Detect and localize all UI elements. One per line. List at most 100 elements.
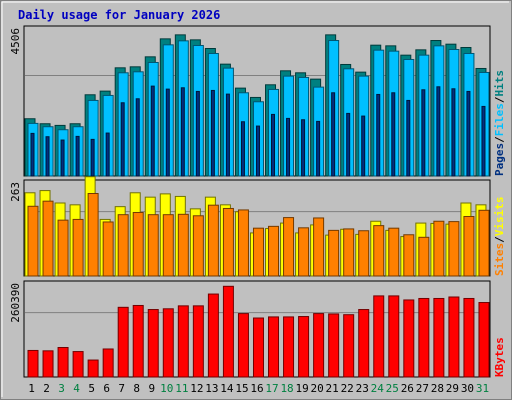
bar-sites-day-12 <box>192 215 204 277</box>
bar-pages-day-8 <box>135 98 140 177</box>
bar-pages-day-23 <box>361 115 366 177</box>
bar-pages-day-24 <box>376 93 381 177</box>
bar-sites-day-30 <box>463 216 475 277</box>
chart-title: Daily usage for January 2026 <box>18 8 220 22</box>
bar-sites-day-26 <box>403 234 415 277</box>
legend-entry: / <box>493 96 506 103</box>
bar-sites-day-5 <box>87 193 99 277</box>
bar-sites-day-9 <box>147 214 159 277</box>
bar-kbytes-day-31 <box>478 302 490 378</box>
legend-entry: / <box>493 136 506 143</box>
bar-sites-day-7 <box>117 214 129 277</box>
bar-pages-day-14 <box>225 93 230 177</box>
bar-pages-day-13 <box>210 89 215 177</box>
bar-sites-day-22 <box>343 228 355 277</box>
bar-sites-day-14 <box>222 207 234 277</box>
bar-pages-day-10 <box>165 88 170 177</box>
x-tick-label-day-24: 24 <box>371 382 385 395</box>
bar-sites-day-2 <box>42 200 54 277</box>
bar-sites-day-25 <box>388 227 400 277</box>
bar-sites-day-19 <box>298 227 310 277</box>
y-max-label: 260390 <box>9 283 22 323</box>
bar-kbytes-day-18 <box>283 316 295 378</box>
legend-entry: Pages <box>493 143 506 176</box>
bar-kbytes-day-25 <box>388 295 400 378</box>
bar-sites-day-4 <box>72 218 84 277</box>
x-tick-label-day-5: 5 <box>88 382 95 395</box>
bar-kbytes-day-8 <box>132 304 144 378</box>
bar-kbytes-day-12 <box>192 305 204 378</box>
bar-pages-day-29 <box>451 88 456 177</box>
bar-kbytes-day-24 <box>373 295 385 378</box>
bar-sites-day-24 <box>373 225 385 277</box>
bar-pages-day-19 <box>301 119 306 177</box>
x-tick-label-day-31: 31 <box>476 382 489 395</box>
x-tick-label-day-29: 29 <box>446 382 459 395</box>
legend-entry: Files <box>493 103 506 136</box>
x-tick-label-day-21: 21 <box>326 382 339 395</box>
bar-pages-day-18 <box>286 117 291 177</box>
x-tick-label-day-2: 2 <box>43 382 50 395</box>
bar-kbytes-day-26 <box>403 299 415 378</box>
x-tick-label-day-9: 9 <box>148 382 155 395</box>
legend-hits-files-pages: Pages/Files/Hits <box>493 70 506 176</box>
bar-sites-day-21 <box>328 229 340 277</box>
bar-sites-day-28 <box>433 220 445 277</box>
bar-kbytes-day-13 <box>207 293 219 378</box>
bar-pages-day-16 <box>255 125 260 177</box>
bar-pages-day-20 <box>316 120 321 177</box>
x-tick-label-day-7: 7 <box>118 382 125 395</box>
y-max-label: 263 <box>9 182 22 202</box>
bar-pages-day-25 <box>391 92 396 177</box>
bar-sites-day-23 <box>358 230 370 277</box>
bar-kbytes-day-14 <box>222 285 234 378</box>
bar-pages-day-26 <box>406 99 411 177</box>
bar-kbytes-day-20 <box>313 313 325 378</box>
bar-pages-day-3 <box>60 139 65 177</box>
x-tick-label-day-1: 1 <box>28 382 35 395</box>
x-tick-label-day-8: 8 <box>133 382 140 395</box>
bar-sites-day-6 <box>102 221 114 277</box>
x-tick-label-day-19: 19 <box>295 382 308 395</box>
bar-sites-day-1 <box>27 205 39 277</box>
bar-pages-day-6 <box>105 132 110 177</box>
bar-pages-day-28 <box>436 86 441 177</box>
bar-kbytes-day-27 <box>418 297 430 378</box>
bar-kbytes-day-29 <box>448 296 460 378</box>
bar-kbytes-day-9 <box>147 309 159 378</box>
bar-pages-day-5 <box>90 138 95 177</box>
x-tick-label-day-11: 11 <box>175 382 188 395</box>
bar-pages-day-21 <box>331 92 336 177</box>
legend-kbytes: KBytes <box>493 337 506 377</box>
bar-kbytes-day-11 <box>177 305 189 378</box>
bar-kbytes-day-19 <box>298 316 310 378</box>
x-tick-label-day-28: 28 <box>431 382 444 395</box>
bar-kbytes-day-3 <box>57 347 69 378</box>
legend-entry: KBytes <box>493 337 506 377</box>
bar-sites-day-13 <box>207 204 219 277</box>
bar-kbytes-day-1 <box>27 349 39 378</box>
bar-kbytes-day-2 <box>42 350 54 378</box>
bar-kbytes-day-22 <box>343 314 355 378</box>
x-tick-label-day-20: 20 <box>311 382 324 395</box>
bar-pages-day-7 <box>120 102 125 177</box>
x-tick-label-day-13: 13 <box>205 382 218 395</box>
bar-pages-day-2 <box>45 136 50 177</box>
legend-entry: Visits <box>493 197 506 237</box>
x-tick-label-day-27: 27 <box>416 382 429 395</box>
x-tick-label-day-30: 30 <box>461 382 474 395</box>
bar-pages-day-22 <box>346 112 351 177</box>
bar-kbytes-day-16 <box>252 317 264 378</box>
x-tick-label-day-14: 14 <box>220 382 234 395</box>
bar-sites-day-10 <box>162 214 174 277</box>
x-tick-label-day-23: 23 <box>356 382 369 395</box>
bar-kbytes-day-7 <box>117 306 129 378</box>
bar-pages-day-9 <box>150 85 155 177</box>
bar-sites-day-20 <box>313 217 325 277</box>
bar-kbytes-day-23 <box>358 309 370 378</box>
x-tick-label-day-25: 25 <box>386 382 399 395</box>
x-tick-label-day-26: 26 <box>401 382 414 395</box>
x-tick-label-day-4: 4 <box>73 382 80 395</box>
legend-visits-sites: Sites/Visits <box>493 197 506 277</box>
